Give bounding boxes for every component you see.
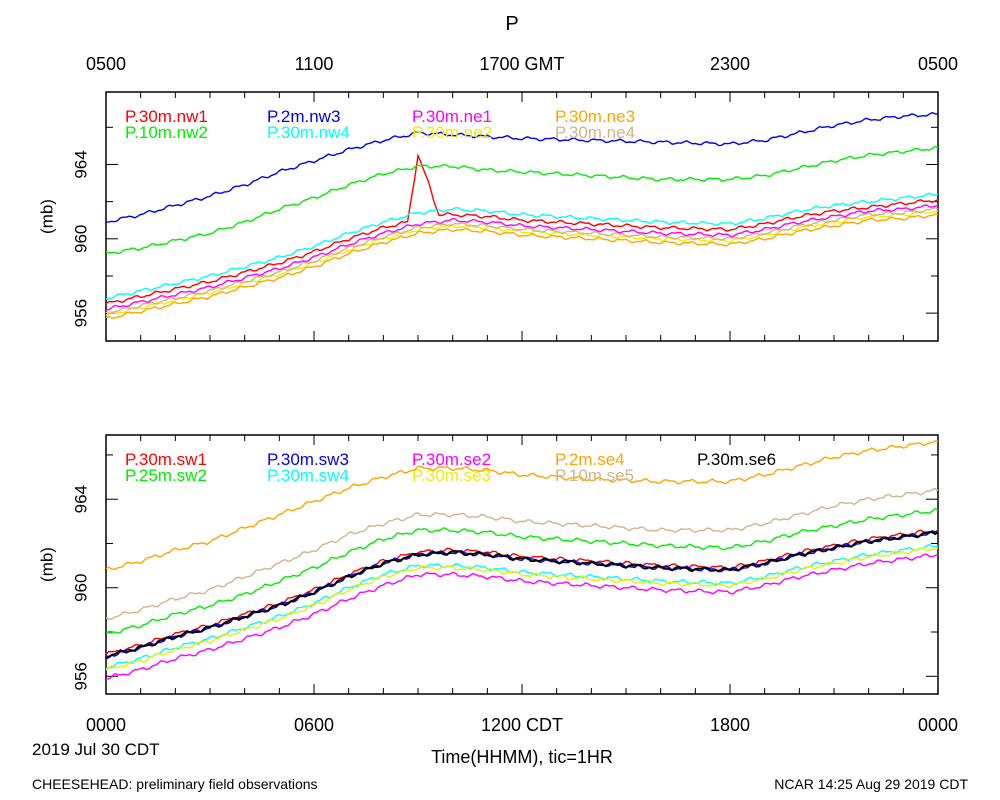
series-line-P-30m-se3 <box>105 547 939 671</box>
legend-entry: P.30m.nw4 <box>267 123 350 142</box>
y-tick-label: 960 <box>71 225 90 253</box>
legend-entry: P.30m.sw1 <box>125 450 207 469</box>
bottom-axis-tick-label: 0600 <box>294 715 334 735</box>
y-tick-label: 964 <box>71 150 90 178</box>
legend-entry: P.30m.se2 <box>412 450 491 469</box>
legend-entry: P.10m.se5 <box>555 466 634 485</box>
top-axis-tick-label: 1700 GMT <box>479 54 564 74</box>
bottom-axis-tick-label: 1800 <box>710 715 750 735</box>
legend-entry: P.30m.sw3 <box>267 450 349 469</box>
y-tick-label: 956 <box>71 299 90 327</box>
legend-entry: P.30m.ne1 <box>412 107 492 126</box>
footer-right: NCAR 14:25 Aug 29 2019 CDT <box>774 776 968 792</box>
legend-entry: P.30m.sw4 <box>267 466 349 485</box>
legend-entry: P.10m.nw2 <box>125 123 208 142</box>
series-line-P-2m-nw3 <box>105 111 939 223</box>
legend-entry: P.2m.se4 <box>555 450 625 469</box>
series-line-P-30m-sw4 <box>105 543 939 670</box>
legend-entry: P.30m.nw1 <box>125 107 208 126</box>
legend-entry: P.30m.ne2 <box>412 123 492 142</box>
series-line-P-30m-nw4 <box>105 192 939 300</box>
series-line-P-25m-sw2 <box>105 507 939 634</box>
top-axis-tick-label: 0500 <box>86 54 126 74</box>
y-axis-title: (mb) <box>37 199 56 234</box>
x-axis-title: Time(HHMM), tic=1HR <box>431 747 613 767</box>
series-line-P-10m-nw2 <box>105 145 939 255</box>
series-line-P-10m-se5 <box>105 487 939 621</box>
bottom-axis-tick-label: 0000 <box>918 715 958 735</box>
top-axis-tick-label: 2300 <box>710 54 750 74</box>
legend-entry: P.30m.se6 <box>697 450 776 469</box>
y-tick-label: 960 <box>71 574 90 602</box>
footer-left: CHEESEHEAD: preliminary field observatio… <box>32 776 318 792</box>
legend-entry: P.30m.ne3 <box>555 107 635 126</box>
plot-frame <box>105 91 939 342</box>
legend-entry: P.30m.ne4 <box>555 123 635 142</box>
top-axis-tick-label: 1100 <box>295 54 334 74</box>
series-line-P-30m-ne2 <box>105 210 939 316</box>
top-pressure-panel: 956960964(mb)P.30m.nw1P.10m.nw2P.2m.nw3P… <box>37 91 939 342</box>
series-line-P-30m-ne3 <box>105 213 939 319</box>
top-axis-tick-label: 0500 <box>918 54 958 74</box>
series-line-P-30m-ne1 <box>105 204 939 311</box>
series-line-P-2m-se4 <box>105 440 939 571</box>
series-line-P-30m-se2 <box>105 553 939 680</box>
y-axis-title: (mb) <box>37 547 56 582</box>
series-line-P-30m-nw1 <box>105 153 939 305</box>
figure-title: P <box>505 13 518 35</box>
y-tick-label: 956 <box>71 662 90 690</box>
legend-entry: P.25m.sw2 <box>125 466 207 485</box>
legend-entry: P.2m.nw3 <box>267 107 340 126</box>
y-tick-label: 964 <box>71 485 90 513</box>
series-line-P-30m-se6 <box>105 530 939 660</box>
bottom-axis-tick-label: 0000 <box>86 715 126 735</box>
series-line-P-30m-ne4 <box>105 206 939 315</box>
date-label: 2019 Jul 30 CDT <box>32 740 160 759</box>
bottom-axis-tick-label: 1200 CDT <box>481 715 563 735</box>
